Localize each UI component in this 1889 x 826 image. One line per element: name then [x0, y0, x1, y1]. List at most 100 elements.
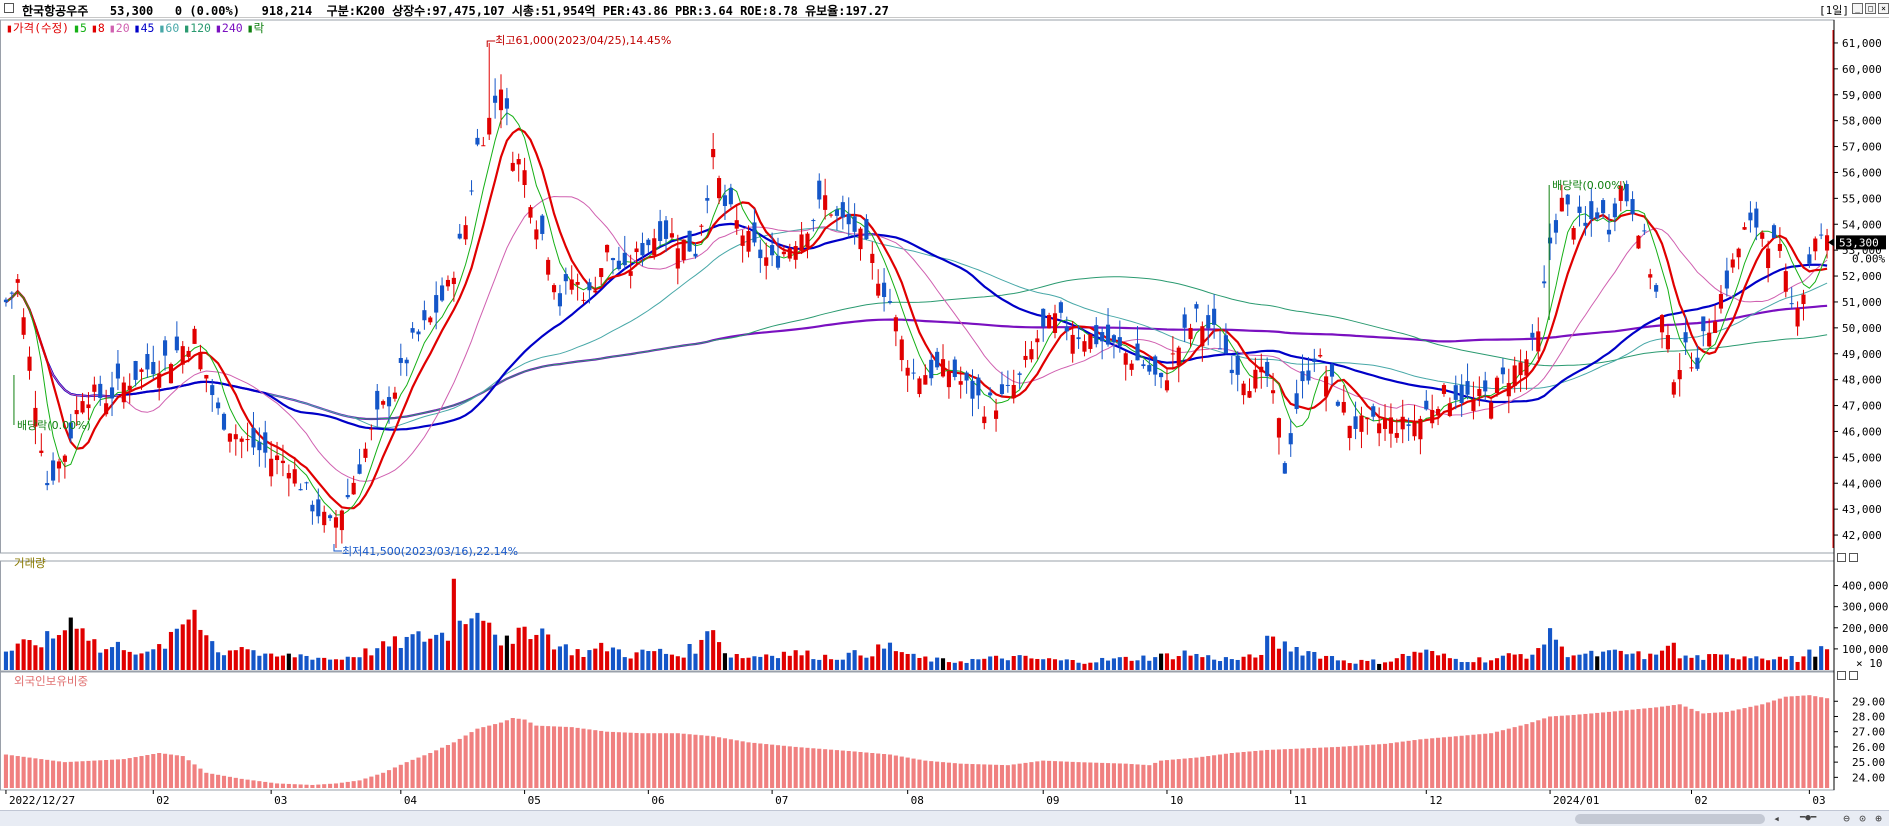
- legend-item-2[interactable]: ▮8: [91, 21, 105, 35]
- candle-body: [846, 213, 851, 225]
- candle-body: [1760, 232, 1765, 239]
- foreign-bar: [216, 774, 221, 788]
- candle-body: [1011, 385, 1016, 399]
- candle-body: [1335, 401, 1340, 406]
- x-tick-label: 11: [1294, 794, 1307, 807]
- volume-bar: [929, 661, 934, 670]
- foreign-panel-close-icon[interactable]: [1849, 671, 1858, 680]
- current-price-tag: 53,300 0.00%: [1828, 235, 1886, 265]
- candle-body: [711, 149, 716, 158]
- zoom-out-icon[interactable]: ⊖: [1843, 812, 1850, 825]
- volume-bar: [988, 656, 993, 670]
- zoom-reset-icon[interactable]: ⊙: [1859, 812, 1866, 825]
- volume-bar: [1571, 655, 1576, 670]
- candle-body: [1553, 220, 1559, 233]
- volume-bar: [1041, 659, 1046, 670]
- price-tick-label: 52,000: [1842, 270, 1882, 283]
- legend-item-5[interactable]: ▮60: [158, 21, 179, 35]
- volume-bar: [422, 641, 427, 670]
- zoom-slider-icon[interactable]: ━●━: [1800, 813, 1817, 823]
- foreign-bar: [1200, 756, 1205, 788]
- foreign-bar: [882, 754, 887, 788]
- foreign-bar: [1182, 758, 1187, 788]
- candle-body: [1606, 229, 1612, 235]
- legend-item-7[interactable]: ▮240: [215, 21, 243, 35]
- volume-bar: [652, 651, 657, 670]
- volume-bar: [1312, 651, 1317, 670]
- legend-item-0[interactable]: ▮가격(수정): [6, 21, 69, 35]
- volume-bar: [994, 655, 999, 670]
- volume-bar: [905, 653, 910, 670]
- volume-bar: [628, 658, 633, 670]
- candle-body: [1064, 326, 1069, 332]
- foreign-bar: [457, 738, 462, 788]
- candle-body: [139, 369, 144, 372]
- volume-bar: [1294, 647, 1299, 670]
- candle-body: [852, 216, 857, 232]
- candle-body: [640, 242, 645, 256]
- candle-body: [386, 397, 392, 407]
- legend-label: 60: [165, 21, 180, 35]
- foreign-bar: [705, 735, 710, 788]
- candle-body: [781, 251, 786, 255]
- volume-bar: [634, 652, 639, 670]
- foreign-bar: [799, 747, 804, 788]
- foreign-bar: [1335, 746, 1340, 788]
- volume-bar: [139, 653, 144, 670]
- foreign-panel-menu-icon[interactable]: [1837, 671, 1846, 680]
- horizontal-scrollbar[interactable]: ◂ ━●━ ⊖ ⊙ ⊕: [0, 810, 1889, 826]
- foreign-bar: [899, 756, 904, 788]
- foreign-bar: [1270, 749, 1276, 788]
- candle-body: [98, 383, 103, 398]
- foreign-bar: [1164, 760, 1170, 788]
- foreign-bar: [386, 770, 392, 788]
- foreign-bar: [587, 729, 592, 788]
- candle-body: [1164, 380, 1170, 391]
- foreign-bar: [1659, 706, 1665, 788]
- foreign-bar: [1276, 749, 1282, 788]
- volume-bar: [923, 656, 928, 670]
- legend-marker-icon: ▮: [90, 21, 98, 35]
- volume-bar: [1188, 655, 1193, 670]
- volume-bar: [605, 651, 610, 670]
- foreign-bar: [1282, 749, 1287, 788]
- maximize-icon[interactable]: □: [1865, 3, 1876, 14]
- foreign-bar: [876, 753, 881, 788]
- high-marker-icon: [486, 40, 496, 47]
- legend-item-4[interactable]: ▮45: [134, 21, 155, 35]
- close-icon[interactable]: ×: [1878, 3, 1889, 14]
- volume-bar: [1159, 653, 1164, 670]
- volume-bar: [858, 655, 863, 670]
- foreign-bar: [392, 767, 397, 788]
- period-button[interactable]: [1일]: [1819, 4, 1849, 17]
- foreign-bar: [534, 725, 539, 788]
- volume-bar: [1777, 656, 1782, 670]
- indicator-legend: ▮가격(수정) ▮5 ▮8 ▮20 ▮45 ▮60 ▮120 ▮240 ▮락: [6, 20, 268, 36]
- volume-bar: [1512, 654, 1517, 670]
- scroll-left-icon[interactable]: ◂: [1773, 812, 1780, 825]
- moving-average-lines: [5, 112, 1828, 516]
- candle-body: [157, 373, 162, 388]
- scroll-thumb[interactable]: [1575, 814, 1765, 824]
- foreign-bar: [1324, 747, 1329, 788]
- foreign-bar: [227, 776, 232, 788]
- legend-item-3[interactable]: ▮20: [109, 21, 130, 35]
- volume-panel-close-icon[interactable]: [1849, 553, 1858, 562]
- candle-body: [722, 195, 728, 207]
- legend-item-8[interactable]: ▮락: [247, 21, 265, 35]
- foreign-bar: [1394, 742, 1399, 788]
- minimize-icon[interactable]: _: [1852, 3, 1863, 14]
- volume-bar: [333, 659, 339, 670]
- volume-bar: [1359, 659, 1364, 670]
- select-checkbox[interactable]: [4, 3, 14, 13]
- foreign-bar: [1329, 747, 1335, 788]
- volume-bar: [345, 656, 350, 670]
- volume-panel-menu-icon[interactable]: [1837, 553, 1846, 562]
- zoom-in-icon[interactable]: ⊕: [1875, 812, 1882, 825]
- legend-item-6[interactable]: ▮120: [183, 21, 211, 35]
- legend-item-1[interactable]: ▮5: [73, 21, 87, 35]
- panel-frame-2: [0, 670, 1835, 791]
- candle-body: [870, 253, 875, 264]
- volume-bar: [546, 634, 551, 670]
